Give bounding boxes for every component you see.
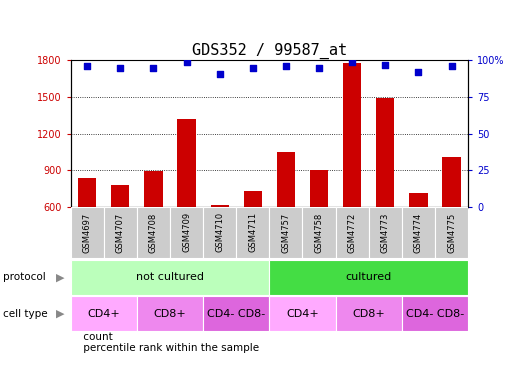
Text: ▶: ▶ [56, 309, 64, 319]
Bar [177, 119, 196, 207]
Bar [236, 207, 269, 258]
Title: GDS352 / 99587_at: GDS352 / 99587_at [192, 43, 347, 59]
Bar [376, 98, 394, 207]
Text: CD4+: CD4+ [286, 309, 319, 319]
Bar [343, 63, 361, 207]
Bar [104, 207, 137, 258]
Text: GSM4772: GSM4772 [348, 212, 357, 253]
Bar [211, 205, 229, 207]
Text: CD4- CD8-: CD4- CD8- [406, 309, 464, 319]
Text: count: count [80, 332, 113, 342]
Bar [369, 207, 402, 258]
Text: GSM4774: GSM4774 [414, 212, 423, 253]
Text: GSM4697: GSM4697 [83, 212, 92, 253]
Point [83, 63, 92, 69]
Point [315, 65, 323, 71]
Point [447, 63, 456, 69]
Bar [269, 207, 302, 258]
Bar [410, 193, 427, 207]
Text: ▶: ▶ [56, 272, 64, 283]
Text: CD4+: CD4+ [87, 309, 120, 319]
Point [348, 59, 356, 65]
Text: GSM4757: GSM4757 [281, 212, 290, 253]
Text: protocol: protocol [3, 272, 46, 283]
Point [215, 71, 224, 76]
Bar [170, 207, 203, 258]
Bar [244, 191, 262, 207]
Point [282, 63, 290, 69]
Bar [71, 207, 104, 258]
Point [414, 69, 423, 75]
Bar [78, 178, 96, 207]
Text: percentile rank within the sample: percentile rank within the sample [80, 343, 259, 354]
Bar [277, 152, 295, 207]
Text: GSM4775: GSM4775 [447, 212, 456, 253]
Text: GSM4773: GSM4773 [381, 212, 390, 253]
Text: GSM4710: GSM4710 [215, 212, 224, 253]
Text: GSM4709: GSM4709 [182, 212, 191, 253]
Point [149, 65, 157, 71]
Point [248, 65, 257, 71]
Text: GSM4758: GSM4758 [314, 212, 324, 253]
Point [116, 65, 124, 71]
Bar [302, 207, 336, 258]
Point [381, 62, 390, 68]
Text: CD8+: CD8+ [353, 309, 385, 319]
Bar [442, 157, 461, 207]
Bar [144, 171, 163, 207]
Text: GSM4708: GSM4708 [149, 212, 158, 253]
Point [183, 59, 191, 65]
Bar [336, 296, 402, 331]
Bar [269, 260, 468, 295]
Bar [111, 185, 129, 207]
Bar [137, 207, 170, 258]
Bar [71, 260, 269, 295]
Text: cell type: cell type [3, 309, 47, 319]
Bar [269, 296, 336, 331]
Bar [402, 207, 435, 258]
Bar [203, 296, 269, 331]
Text: CD4- CD8-: CD4- CD8- [207, 309, 265, 319]
Bar [71, 296, 137, 331]
Bar [435, 207, 468, 258]
Text: cultured: cultured [346, 272, 392, 282]
Text: not cultured: not cultured [136, 272, 204, 282]
Text: GSM4711: GSM4711 [248, 212, 257, 253]
Bar [310, 169, 328, 207]
Bar [137, 296, 203, 331]
Text: GSM4707: GSM4707 [116, 212, 125, 253]
Bar [203, 207, 236, 258]
Bar [336, 207, 369, 258]
Text: CD8+: CD8+ [154, 309, 186, 319]
Bar [402, 296, 468, 331]
